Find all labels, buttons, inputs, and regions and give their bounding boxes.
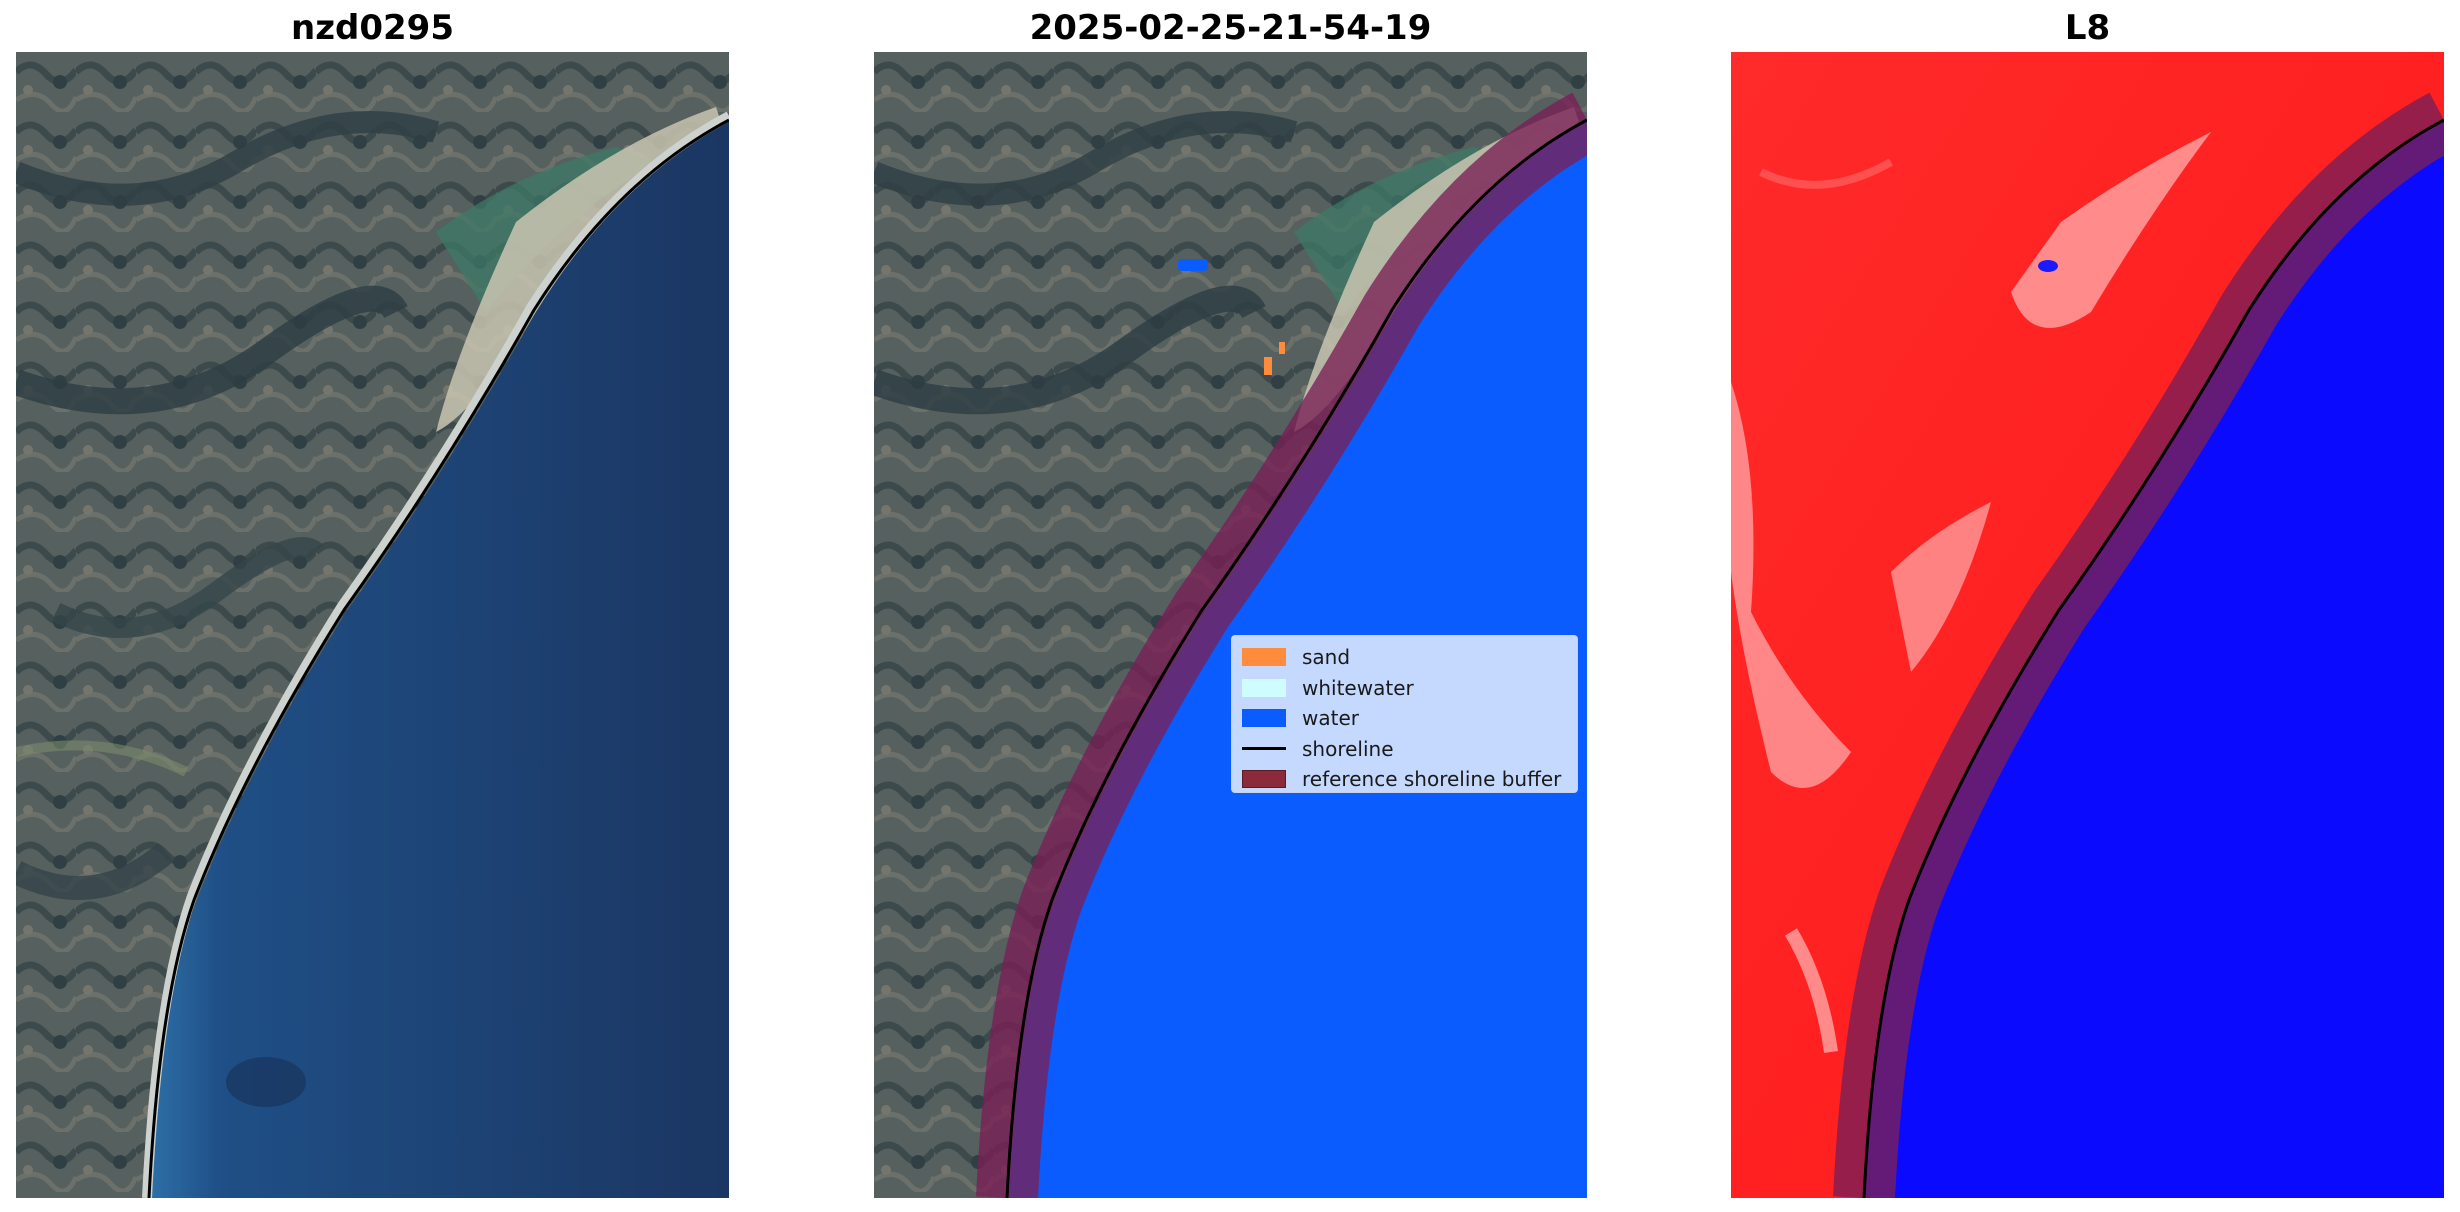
panel-title-rgb: nzd0295 <box>291 8 454 48</box>
legend-swatch-shoreline <box>1242 747 1286 751</box>
shoreline-line <box>147 118 729 1198</box>
legend-label: sand <box>1302 645 1351 670</box>
legend-swatch-whitewater <box>1242 678 1286 697</box>
legend: sand whitewater water shoreline referenc… <box>1231 635 1578 793</box>
shoreline-line <box>1005 118 1587 1198</box>
shoreline-line <box>1862 118 2444 1198</box>
classified-panel <box>874 52 1587 1198</box>
rgb-satellite-panel <box>16 52 729 1198</box>
legend-item-water: water <box>1242 703 1567 734</box>
index-panel <box>1731 52 2444 1198</box>
panel-title-index: L8 <box>2064 8 2111 48</box>
legend-label: reference shoreline buffer <box>1302 767 1562 792</box>
classified-image <box>874 52 1587 1198</box>
legend-label: whitewater <box>1302 675 1414 700</box>
legend-item-whitewater: whitewater <box>1242 673 1567 704</box>
panel-title-classified: 2025-02-25-21-54-19 <box>1029 8 1432 48</box>
legend-label: water <box>1302 706 1359 731</box>
legend-swatch-buffer <box>1242 770 1286 789</box>
water-index-area <box>1864 122 2444 1198</box>
index-image <box>1731 52 2444 1198</box>
legend-item-shoreline: shoreline <box>1242 734 1567 765</box>
legend-item-sand: sand <box>1242 642 1567 673</box>
rgb-satellite-image <box>16 52 729 1198</box>
legend-swatch-water <box>1242 709 1286 728</box>
legend-swatch-sand <box>1242 648 1286 667</box>
legend-label: shoreline <box>1302 736 1394 761</box>
legend-item-buffer: reference shoreline buffer <box>1242 764 1567 795</box>
